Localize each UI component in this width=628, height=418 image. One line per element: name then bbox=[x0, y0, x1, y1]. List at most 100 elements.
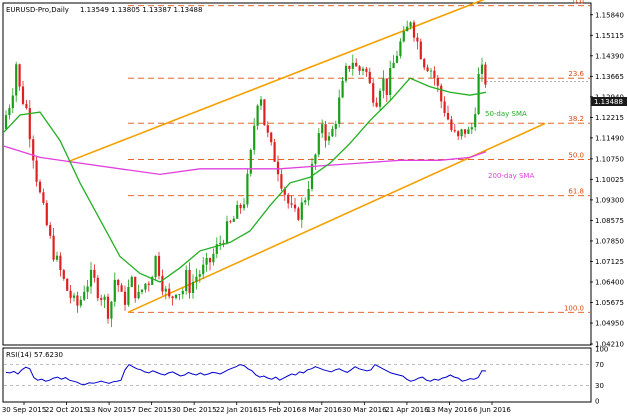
candle-body bbox=[42, 192, 45, 203]
candle-body bbox=[100, 298, 103, 300]
candle-body bbox=[69, 290, 72, 298]
candle-body bbox=[110, 301, 113, 319]
x-tick-label: 30 Mar 2016 bbox=[342, 406, 387, 414]
candle-body bbox=[147, 283, 150, 285]
candle-body bbox=[89, 269, 93, 287]
candle-body bbox=[32, 139, 35, 161]
candle-body bbox=[120, 285, 123, 292]
price-tick-label: 1.13665 bbox=[595, 73, 624, 81]
candle-body bbox=[15, 64, 18, 96]
candle-body bbox=[49, 225, 52, 236]
sma200-line bbox=[3, 145, 487, 176]
channel-upper-line bbox=[67, 0, 485, 163]
candle-body bbox=[460, 129, 463, 137]
candle-body bbox=[273, 142, 276, 162]
candle-body bbox=[174, 294, 178, 299]
rsi-indicator: 100 70 30 0 bbox=[4, 346, 608, 406]
candle-body bbox=[242, 204, 246, 209]
candle-body bbox=[236, 204, 239, 219]
candle-body bbox=[21, 86, 25, 104]
x-tick-label: 30 Sep 2015 bbox=[2, 406, 46, 414]
candle-body bbox=[341, 80, 344, 98]
rsi-tick-label: 30 bbox=[595, 382, 604, 390]
rsi-tick-label: 100 bbox=[595, 346, 608, 354]
candle-body bbox=[8, 108, 11, 116]
candle-body bbox=[375, 102, 378, 107]
candle-body bbox=[181, 290, 184, 295]
fib-level-label: 23.6 bbox=[568, 70, 584, 78]
candle-body bbox=[38, 181, 42, 193]
candle-body bbox=[283, 188, 286, 195]
price-tick-label: 1.12215 bbox=[595, 114, 624, 122]
rsi-tick-label: 0 bbox=[595, 398, 599, 406]
x-tick-label: 30 Dec 2015 bbox=[172, 406, 217, 414]
candle-body bbox=[358, 66, 361, 71]
price-tick-label: 1.10750 bbox=[595, 155, 624, 163]
candle-body bbox=[440, 85, 443, 102]
candle-body bbox=[276, 161, 280, 175]
price-tick-label: 1.15115 bbox=[595, 32, 624, 40]
candle-body bbox=[62, 270, 65, 279]
price-tick-label: 1.04210 bbox=[595, 341, 624, 349]
current-price-label: 1.13488 bbox=[594, 98, 623, 106]
candle-body bbox=[338, 97, 341, 124]
candle-body bbox=[334, 123, 337, 129]
price-tick-label: 1.07850 bbox=[595, 237, 624, 245]
x-tick-label: 13 May 2016 bbox=[427, 406, 473, 414]
symbol-label: EURUSD-Pro,Daily bbox=[6, 6, 69, 14]
candle-body bbox=[416, 37, 419, 42]
candle-body bbox=[463, 129, 467, 134]
candle-body bbox=[25, 103, 28, 109]
candle-body bbox=[344, 65, 348, 81]
candle-body bbox=[202, 264, 205, 275]
candle-body bbox=[300, 202, 303, 220]
candle-body bbox=[239, 204, 242, 209]
candle-body bbox=[372, 83, 375, 103]
x-tick-label: 13 Nov 2015 bbox=[87, 406, 132, 414]
candle-body bbox=[389, 68, 392, 95]
candle-body bbox=[191, 282, 195, 293]
candle-body bbox=[134, 276, 137, 299]
moving-averages bbox=[3, 77, 590, 283]
x-tick-label: 8 Mar 2016 bbox=[302, 406, 342, 414]
candle-body bbox=[222, 242, 225, 244]
candle-body bbox=[426, 67, 429, 72]
x-tick-label: 21 Apr 2016 bbox=[385, 406, 429, 414]
price-tick-label: 1.07125 bbox=[595, 258, 624, 266]
candle-body bbox=[436, 77, 439, 86]
price-tick-label: 1.14390 bbox=[595, 52, 624, 60]
price-tick-label: 1.10025 bbox=[595, 176, 624, 184]
candle-body bbox=[123, 291, 127, 305]
candle-body bbox=[229, 221, 232, 223]
candle-body bbox=[324, 124, 327, 141]
candle-body bbox=[259, 99, 263, 106]
candle-body bbox=[28, 108, 31, 140]
candlesticks bbox=[4, 20, 487, 328]
candle-body bbox=[474, 114, 477, 128]
candle-body bbox=[59, 255, 62, 271]
candle-body bbox=[18, 64, 21, 87]
candle-body bbox=[137, 291, 140, 299]
candle-body bbox=[72, 295, 76, 298]
price-tick-label: 1.09300 bbox=[595, 196, 624, 204]
candle-body bbox=[79, 299, 82, 306]
candle-body bbox=[106, 296, 110, 319]
price-tick-label: 1.04950 bbox=[595, 320, 624, 328]
x-tick-label: 22 Jan 2016 bbox=[216, 406, 259, 414]
candle-body bbox=[385, 78, 388, 95]
candle-body bbox=[127, 286, 130, 305]
candle-body bbox=[382, 78, 385, 91]
candle-body bbox=[178, 294, 181, 296]
candle-body bbox=[83, 291, 86, 300]
candle-body bbox=[249, 149, 252, 174]
candle-body bbox=[151, 277, 154, 285]
candle-body bbox=[392, 62, 395, 69]
candle-body bbox=[293, 204, 297, 209]
price-tick-label: 1.15840 bbox=[595, 11, 624, 19]
candle-body bbox=[263, 99, 266, 126]
candle-body bbox=[409, 22, 412, 27]
candle-body bbox=[140, 289, 144, 292]
current-price-tag bbox=[591, 97, 627, 106]
candle-body bbox=[307, 188, 310, 201]
candle-body bbox=[467, 129, 470, 134]
